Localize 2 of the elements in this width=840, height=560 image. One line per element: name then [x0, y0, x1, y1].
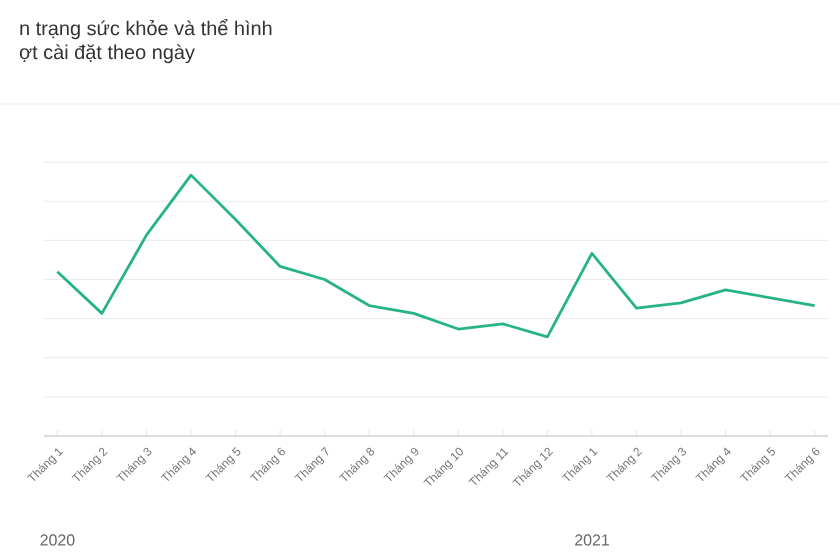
chart-subtitle: ợt cài đặt theo ngày [19, 44, 195, 64]
chart-title: n trạng sức khỏe và thể hình [20, 19, 272, 40]
